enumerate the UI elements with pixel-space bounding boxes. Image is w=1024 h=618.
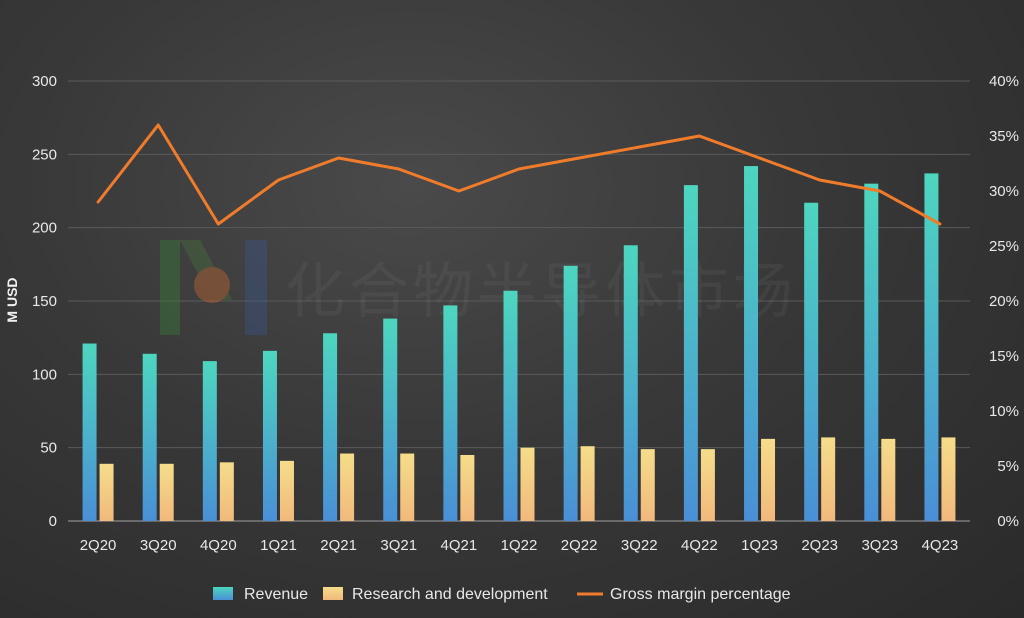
y-axis-right: 0% 5% 10% 15% 20% 25% 30% 35% 40% <box>989 73 1019 530</box>
revenue-bar <box>563 265 578 521</box>
rd-bar <box>761 438 776 521</box>
y-tick-label: 100 <box>32 366 57 383</box>
x-tick-label: 3Q20 <box>140 537 177 554</box>
y2-tick-label: 40% <box>989 73 1019 90</box>
y-tick-label: 200 <box>32 220 57 237</box>
y2-tick-label: 25% <box>989 238 1019 255</box>
legend-label-gross-margin: Gross margin percentage <box>610 586 791 603</box>
x-axis: 2Q20 3Q20 4Q20 1Q21 2Q21 3Q21 4Q21 1Q22 2Q22 3Q22… <box>80 537 959 554</box>
y2-tick-label: 0% <box>997 513 1019 530</box>
y-tick-label: 250 <box>32 146 57 163</box>
rd-bar <box>640 449 655 521</box>
x-tick-label: 2Q22 <box>561 537 598 554</box>
x-tick-label: 1Q23 <box>741 537 778 554</box>
watermark-logo-diagonal <box>180 240 232 300</box>
x-tick-label: 3Q23 <box>861 537 898 554</box>
rd-bar <box>941 437 956 521</box>
revenue-bar <box>744 166 759 522</box>
revenue-bar <box>864 183 879 521</box>
legend-swatch-rd <box>323 587 343 600</box>
x-tick-label: 2Q20 <box>80 537 117 554</box>
rd-bar <box>821 437 836 521</box>
legend-label-rd: Research and development <box>352 586 548 603</box>
y2-tick-label: 35% <box>989 128 1019 145</box>
y2-tick-label: 15% <box>989 348 1019 365</box>
rd-bar <box>219 462 234 521</box>
watermark-logo-dot <box>194 267 230 303</box>
x-tick-label: 1Q21 <box>260 537 297 554</box>
legend-swatch-revenue <box>213 587 233 600</box>
revenue-bar <box>142 353 157 521</box>
rd-bar <box>520 447 535 521</box>
legend: Revenue Research and development Gross mar… <box>213 586 791 603</box>
revenue-bar <box>323 333 338 521</box>
revenue-bar <box>383 318 398 521</box>
watermark-logo-bar-left <box>160 240 180 335</box>
y2-tick-label: 5% <box>997 458 1019 475</box>
revenue-bar <box>443 305 458 521</box>
revenue-bar <box>503 290 518 521</box>
rd-bar <box>99 463 114 521</box>
revenue-bar <box>924 173 939 521</box>
gross-margin-line-group <box>96 123 942 226</box>
x-tick-label: 2Q23 <box>801 537 838 554</box>
rd-bar <box>340 453 355 521</box>
watermark-logo-bar-right <box>245 240 267 335</box>
rd-bar <box>400 453 415 521</box>
rd-bar <box>279 460 294 521</box>
y-tick-label: 50 <box>40 440 57 457</box>
watermark: 化合物半导体市场 <box>160 240 797 335</box>
rd-bar <box>700 449 715 521</box>
y2-tick-label: 30% <box>989 183 1019 200</box>
x-tick-label: 2Q21 <box>320 537 357 554</box>
x-tick-label: 3Q21 <box>380 537 417 554</box>
rd-bar <box>460 455 475 521</box>
x-tick-label: 1Q22 <box>501 537 538 554</box>
gross-margin-line <box>96 123 942 226</box>
y-axis-left: 0 50 100 150 200 250 300 <box>32 73 57 530</box>
gridlines <box>68 80 970 522</box>
watermark-text: 化合物半导体市场 <box>285 257 797 327</box>
x-tick-label: 3Q22 <box>621 537 658 554</box>
x-tick-label: 4Q23 <box>922 537 959 554</box>
rd-bar <box>580 446 595 521</box>
y-tick-label: 150 <box>32 293 57 310</box>
revenue-bar <box>262 350 277 521</box>
rd-bar <box>881 438 896 521</box>
y-tick-label: 300 <box>32 73 57 90</box>
y2-tick-label: 20% <box>989 293 1019 310</box>
bars <box>82 166 956 522</box>
revenue-bar <box>683 185 698 521</box>
x-tick-label: 4Q22 <box>681 537 718 554</box>
revenue-bar <box>82 343 97 521</box>
rd-bar <box>159 463 174 521</box>
y-axis-title: M USD <box>4 277 20 322</box>
revenue-bar <box>623 245 638 521</box>
revenue-bar <box>804 202 819 521</box>
x-tick-label: 4Q20 <box>200 537 237 554</box>
legend-label-revenue: Revenue <box>244 586 308 603</box>
y2-tick-label: 10% <box>989 403 1019 420</box>
revenue-bar <box>202 361 217 521</box>
y-tick-label: 0 <box>49 513 57 530</box>
x-tick-label: 4Q21 <box>441 537 478 554</box>
